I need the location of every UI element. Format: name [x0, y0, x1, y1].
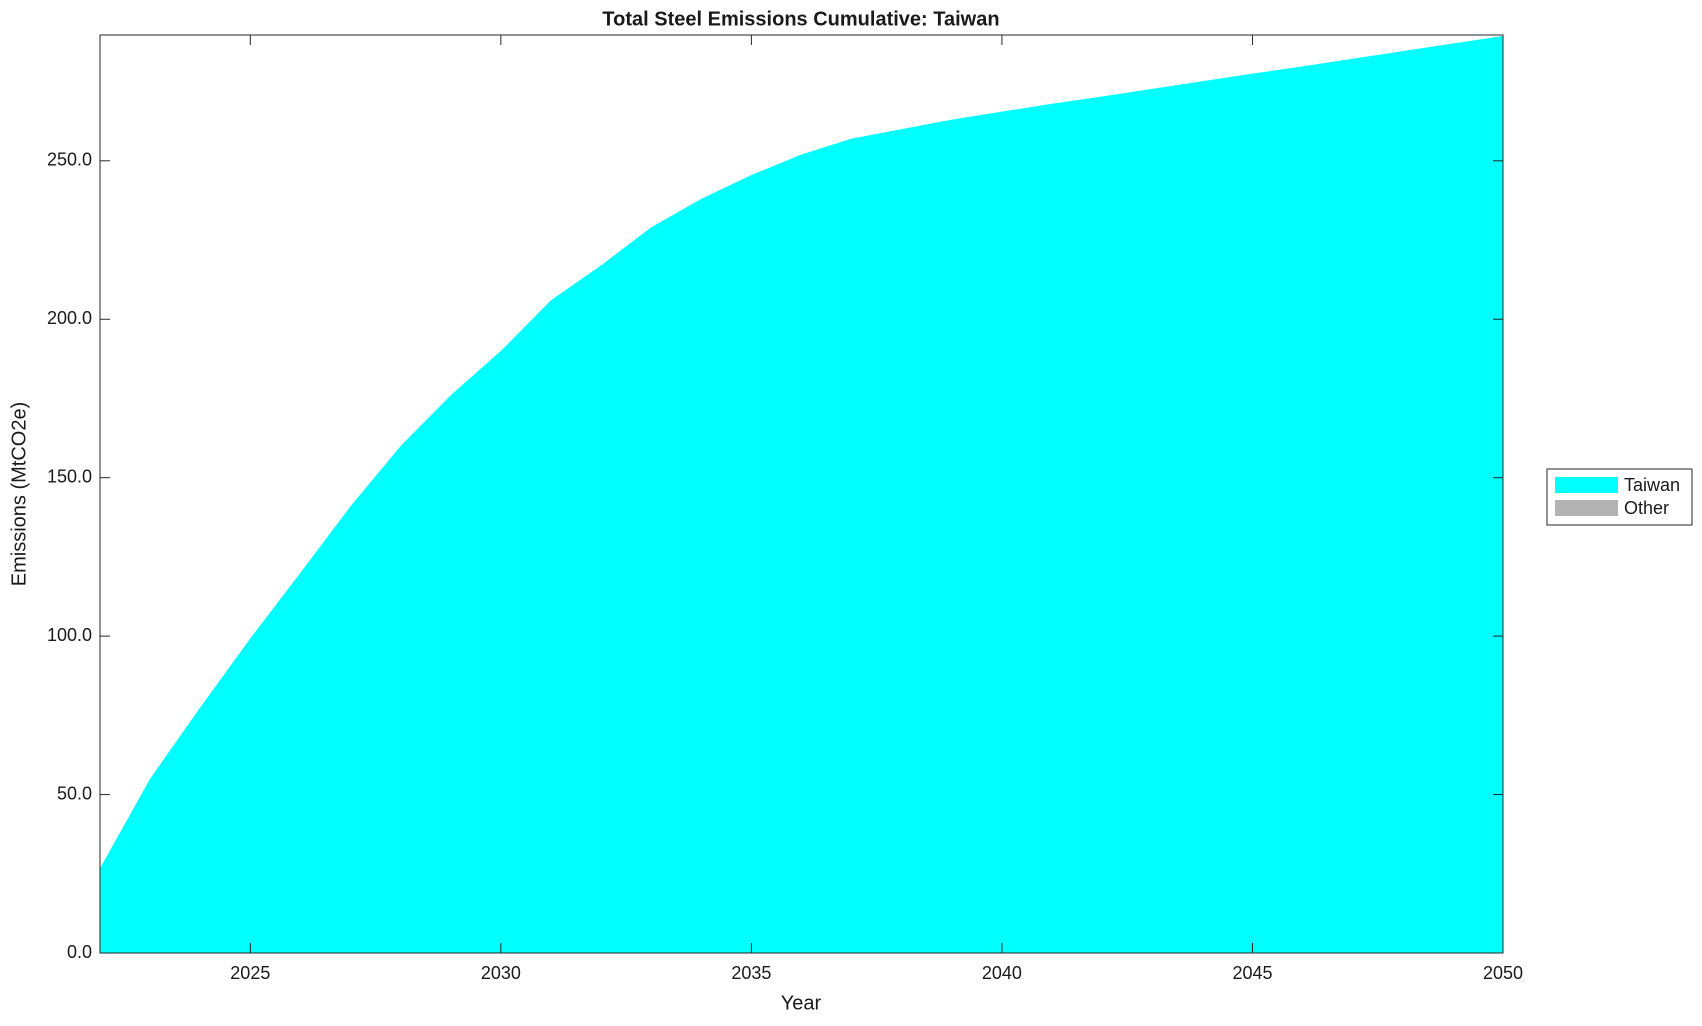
x-tick-label: 2025 — [230, 963, 270, 983]
x-axis-label: Year — [781, 992, 822, 1014]
legend-label: Other — [1624, 498, 1669, 518]
x-tick-label: 2045 — [1232, 963, 1272, 983]
x-tick-label: 2035 — [731, 963, 771, 983]
y-tick-label: 0.0 — [67, 942, 92, 962]
y-tick-label: 150.0 — [47, 466, 92, 486]
x-tick-label: 2030 — [481, 963, 521, 983]
area — [100, 35, 1503, 954]
y-tick-label: 200.0 — [47, 308, 92, 328]
x-tick-label: 2040 — [982, 963, 1022, 983]
y-tick-label: 250.0 — [47, 150, 92, 170]
plot-frame — [99, 34, 1504, 954]
legend-label: Taiwan — [1624, 475, 1680, 495]
y-axis-label: Emissions (MtCO2e) — [8, 402, 30, 586]
y-tick-label: 50.0 — [57, 783, 92, 803]
x-tick-label: 2050 — [1483, 963, 1523, 983]
legend-swatch — [1555, 500, 1618, 516]
legend-swatch — [1555, 477, 1618, 493]
y-tick-label: 100.0 — [47, 625, 92, 645]
chart-title: Total Steel Emissions Cumulative: Taiwan — [602, 8, 999, 30]
